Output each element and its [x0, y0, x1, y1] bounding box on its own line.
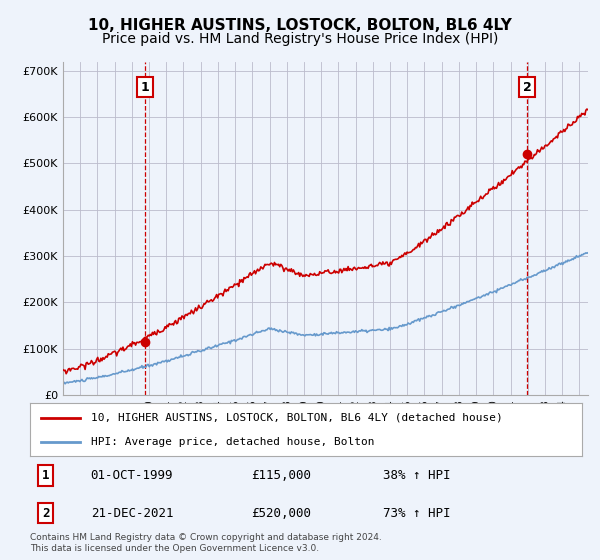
Text: £520,000: £520,000	[251, 507, 311, 520]
Text: 21-DEC-2021: 21-DEC-2021	[91, 507, 173, 520]
Text: 10, HIGHER AUSTINS, LOSTOCK, BOLTON, BL6 4LY: 10, HIGHER AUSTINS, LOSTOCK, BOLTON, BL6…	[88, 18, 512, 33]
Text: Price paid vs. HM Land Registry's House Price Index (HPI): Price paid vs. HM Land Registry's House …	[102, 32, 498, 46]
Text: Contains HM Land Registry data © Crown copyright and database right 2024.
This d: Contains HM Land Registry data © Crown c…	[30, 533, 382, 553]
Text: 2: 2	[42, 507, 50, 520]
Text: 1: 1	[140, 81, 149, 94]
Text: 1: 1	[42, 469, 50, 482]
Text: HPI: Average price, detached house, Bolton: HPI: Average price, detached house, Bolt…	[91, 437, 374, 447]
Text: 38% ↑ HPI: 38% ↑ HPI	[383, 469, 451, 482]
Text: 73% ↑ HPI: 73% ↑ HPI	[383, 507, 451, 520]
Text: 2: 2	[523, 81, 532, 94]
Text: 10, HIGHER AUSTINS, LOSTOCK, BOLTON, BL6 4LY (detached house): 10, HIGHER AUSTINS, LOSTOCK, BOLTON, BL6…	[91, 413, 502, 423]
Text: 01-OCT-1999: 01-OCT-1999	[91, 469, 173, 482]
Text: £115,000: £115,000	[251, 469, 311, 482]
